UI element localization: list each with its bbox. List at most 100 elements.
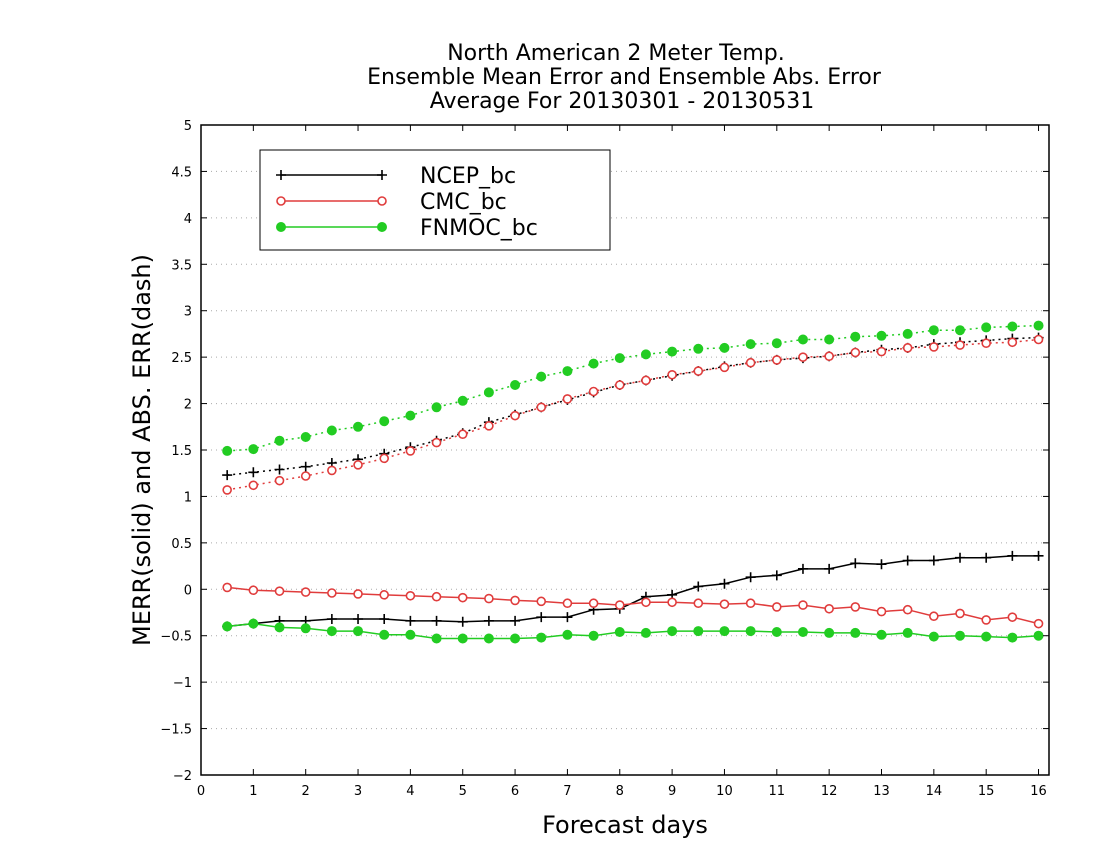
chart-title: North American 2 Meter Temp. Ensemble Me… — [367, 41, 882, 114]
series-fnmoc-bc — [222, 320, 1044, 644]
abs-err-point — [850, 347, 861, 358]
abs-err-point — [300, 432, 311, 442]
abs-err-point — [431, 402, 442, 413]
abs-err-point — [902, 328, 913, 339]
mean-err-point — [562, 598, 573, 609]
legend-marker — [377, 170, 387, 180]
x-tick-label: 11 — [769, 784, 786, 799]
abs-err-point — [850, 331, 861, 342]
x-tick-label: 1 — [249, 784, 257, 799]
mean-err-point — [326, 614, 337, 624]
abs-err-point — [300, 461, 311, 472]
abs-err-point — [379, 453, 390, 464]
mean-err-point — [745, 572, 756, 583]
y-tick-label: −1.5 — [160, 723, 192, 738]
abs-err-point — [1007, 321, 1018, 332]
y-tick-label: 0 — [184, 583, 192, 598]
abs-err-point — [771, 338, 782, 349]
x-tick-label: 2 — [302, 784, 310, 799]
grid-lines — [201, 170, 1049, 730]
mean-err-point — [536, 632, 547, 643]
title-line-1: North American 2 Meter Temp. — [447, 41, 785, 66]
y-tick-label: 1 — [184, 490, 192, 505]
mean-err-line — [227, 622, 1039, 640]
abs-err-point — [274, 464, 285, 475]
series-cmc-bc — [222, 334, 1044, 629]
mean-err-point — [248, 585, 259, 596]
mean-err-point — [431, 591, 442, 602]
abs-err-point — [981, 322, 992, 333]
legend-item: NCEP_bc — [276, 164, 516, 189]
abs-err-point — [772, 355, 782, 365]
x-tick-label: 12 — [821, 784, 838, 799]
y-tick-label: 5 — [184, 119, 192, 134]
abs-err-line — [227, 324, 1039, 452]
abs-err-point — [876, 330, 887, 341]
x-tick-label: 16 — [1030, 784, 1047, 799]
mean-err-point — [876, 606, 887, 617]
mean-err-point — [928, 555, 939, 566]
x-axis-title: Forecast days — [542, 811, 708, 839]
abs-err-point — [955, 325, 966, 336]
x-tick-label: 7 — [563, 784, 571, 799]
abs-err-point — [1007, 337, 1018, 348]
series-ncep-bc — [222, 332, 1044, 632]
y-tick-label: 2 — [184, 398, 192, 413]
mean-err-point — [902, 555, 913, 566]
mean-err-point — [797, 627, 808, 637]
mean-err-point — [641, 597, 651, 608]
mean-err-point — [667, 597, 677, 608]
mean-err-point — [929, 611, 939, 622]
mean-err-point — [562, 612, 573, 623]
mean-err-point — [981, 615, 991, 625]
mean-err-point — [274, 586, 285, 596]
mean-err-point — [719, 578, 730, 589]
mean-err-point — [483, 615, 494, 626]
mean-err-line — [227, 586, 1039, 625]
mean-err-point — [379, 614, 390, 624]
mean-err-point — [850, 558, 861, 569]
mean-err-point — [326, 626, 337, 637]
legend-item: FNMOC_bc — [276, 216, 538, 241]
y-tick-label: 1.5 — [171, 444, 192, 459]
mean-err-point — [693, 626, 704, 637]
abs-err-point — [483, 387, 494, 398]
mean-err-point — [484, 593, 494, 604]
y-tick-label: 0.5 — [171, 537, 192, 552]
abs-err-point — [719, 342, 730, 353]
mean-err-point — [955, 608, 965, 619]
mean-err-point — [902, 627, 913, 638]
legend-label: FNMOC_bc — [420, 216, 538, 241]
abs-err-point — [693, 366, 704, 376]
mean-err-point — [353, 614, 364, 624]
mean-err-point — [771, 570, 782, 581]
mean-err-point — [1007, 550, 1018, 561]
mean-err-point — [1033, 630, 1044, 641]
y-axis-title: MERR(solid) and ABS. ERR(dash) — [128, 254, 156, 646]
x-tick-label: 4 — [406, 784, 414, 799]
abs-err-point — [955, 340, 965, 350]
mean-err-point — [483, 633, 494, 644]
x-tick-label: 15 — [978, 784, 995, 799]
mean-err-point — [850, 602, 861, 612]
mean-err-point — [536, 596, 547, 607]
mean-err-point — [405, 615, 416, 626]
abs-err-point — [248, 480, 259, 491]
abs-err-line — [227, 338, 1039, 491]
legend-label: CMC_bc — [420, 190, 507, 215]
abs-err-point — [876, 346, 887, 357]
mean-err-point — [745, 598, 756, 609]
legend-label: NCEP_bc — [420, 164, 516, 189]
mean-err-point — [536, 612, 547, 623]
mean-err-point — [640, 627, 651, 638]
mean-err-point — [457, 616, 468, 627]
mean-err-point — [797, 563, 808, 574]
mean-err-point — [405, 629, 416, 640]
abs-err-point — [222, 485, 232, 495]
abs-err-point — [274, 435, 285, 446]
mean-err-point — [902, 604, 913, 615]
abs-err-line — [227, 336, 1039, 476]
abs-err-point — [1033, 334, 1044, 345]
mean-err-point — [1033, 550, 1044, 561]
y-tick-label: 3.5 — [171, 258, 192, 273]
